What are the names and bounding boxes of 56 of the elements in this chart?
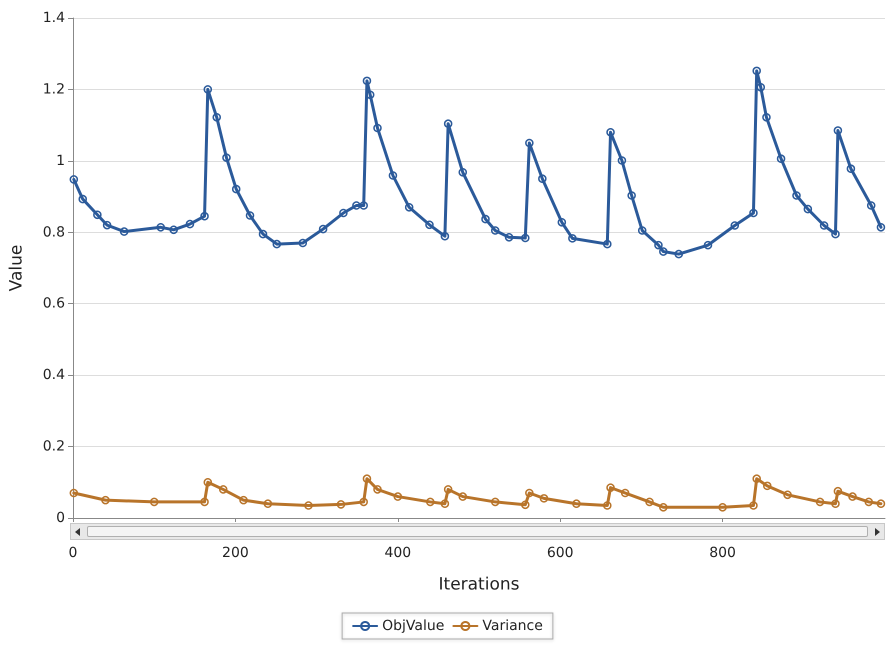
- point: [876, 499, 886, 508]
- point: [362, 474, 372, 483]
- point: [200, 498, 209, 506]
- point: [218, 485, 228, 494]
- point: [521, 500, 530, 510]
- point: [239, 496, 248, 504]
- point: [606, 483, 615, 492]
- y-tick-label: 0.2: [42, 438, 65, 455]
- point: [204, 478, 212, 487]
- point: [831, 499, 840, 508]
- point: [783, 490, 792, 500]
- y-tick-label: 0.8: [42, 224, 65, 240]
- y-tick-label: 1.4: [42, 10, 66, 26]
- y-tick-label: 1: [56, 152, 65, 169]
- y-tick-label: 0: [56, 510, 65, 526]
- point: [373, 485, 382, 494]
- point: [603, 501, 612, 510]
- point: [394, 492, 402, 501]
- point: [864, 498, 874, 506]
- x-tick-label: 0: [68, 545, 78, 561]
- point: [70, 488, 78, 498]
- point: [150, 498, 158, 506]
- point: [763, 482, 772, 490]
- point: [440, 499, 450, 508]
- point: [834, 486, 842, 496]
- point: [458, 492, 468, 501]
- y-tick-label: 0.6: [42, 296, 66, 312]
- point: [540, 494, 548, 503]
- point: [444, 485, 452, 494]
- point: [659, 503, 668, 512]
- point: [749, 501, 758, 510]
- point: [620, 488, 630, 498]
- point: [101, 496, 110, 504]
- x-tick-label: 800: [709, 545, 736, 561]
- point: [752, 474, 761, 483]
- y-tick-label: 1.2: [42, 81, 65, 98]
- y-tick-label: 0.4: [42, 367, 66, 384]
- x-tick-label: 400: [384, 545, 412, 561]
- x-axis-title: Iterations: [438, 574, 520, 594]
- point: [426, 498, 435, 506]
- legend-label: Variance: [482, 618, 543, 634]
- point: [718, 503, 727, 512]
- y-axis-title: Value: [6, 244, 26, 292]
- point: [304, 501, 313, 510]
- point: [490, 498, 500, 506]
- point: [816, 498, 824, 506]
- point: [264, 499, 272, 508]
- x-tick-label: 600: [546, 545, 574, 561]
- legend-label: ObjValue: [382, 618, 444, 634]
- point: [359, 498, 368, 506]
- point: [336, 500, 346, 509]
- x-tick-label: 200: [222, 545, 249, 561]
- point: [645, 498, 654, 506]
- point: [848, 492, 857, 501]
- point: [572, 499, 581, 508]
- point: [525, 488, 534, 498]
